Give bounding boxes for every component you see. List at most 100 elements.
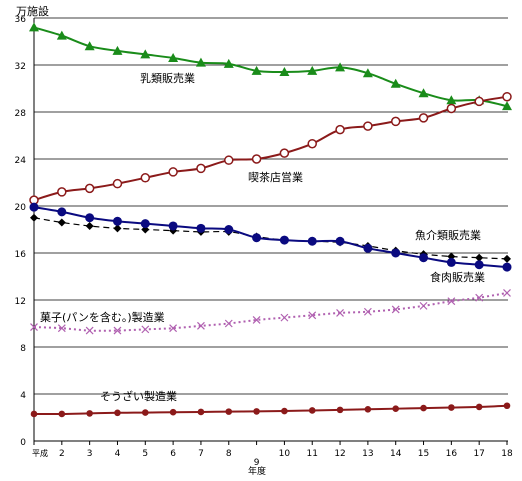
data-point-triangle xyxy=(140,49,151,59)
data-point-circle xyxy=(57,187,67,197)
data-point-circle xyxy=(112,178,123,189)
series-label: そうざい製造業 xyxy=(100,389,177,403)
data-point-circle xyxy=(474,260,484,270)
data-point-circle xyxy=(475,403,483,411)
x-tick-label: 10 xyxy=(279,449,291,459)
data-point-triangle xyxy=(418,88,429,98)
series-label: 喫茶店営業 xyxy=(248,170,303,184)
data-point-triangle xyxy=(112,45,123,55)
data-point-circle xyxy=(335,236,345,246)
data-point-circle xyxy=(169,408,177,416)
x-tick-label: 13 xyxy=(362,449,373,459)
series-1 xyxy=(29,22,512,111)
data-point-circle xyxy=(30,410,38,418)
series-line xyxy=(33,404,508,416)
series-4 xyxy=(29,202,512,272)
data-point-triangle xyxy=(502,101,512,111)
data-point-triangle xyxy=(279,67,290,77)
series-2 xyxy=(29,91,512,205)
data-point-triangle xyxy=(56,30,67,40)
data-point-x xyxy=(419,301,428,310)
data-point-circle xyxy=(279,148,290,158)
data-point-circle xyxy=(224,155,234,165)
x-tick-label: 3 xyxy=(87,449,93,459)
data-point-triangle xyxy=(362,68,373,78)
x-tick-label: 2 xyxy=(59,449,65,459)
data-point-circle xyxy=(168,221,178,231)
data-point-triangle xyxy=(307,65,318,75)
y-tick-label: 24 xyxy=(15,156,27,166)
x-tick-label: 17 xyxy=(473,449,484,459)
data-point-circle xyxy=(140,219,150,229)
x-tick-label: 9 xyxy=(254,458,260,468)
data-point-circle xyxy=(503,402,511,410)
series-line xyxy=(33,26,508,108)
x-tick-label: 4 xyxy=(115,449,121,459)
data-point-circle xyxy=(448,404,455,411)
y-tick-label: 4 xyxy=(20,391,26,401)
data-point-diamond xyxy=(57,218,66,227)
data-point-circle xyxy=(307,138,317,149)
y-tick-label: 16 xyxy=(15,250,27,260)
data-point-circle xyxy=(392,405,400,412)
data-point-circle xyxy=(140,173,151,183)
data-point-circle xyxy=(279,235,289,245)
data-point-x xyxy=(280,313,289,322)
data-point-x xyxy=(30,323,38,331)
axes xyxy=(33,18,508,445)
x-tick-label: 平成 xyxy=(32,448,48,458)
data-point-diamond xyxy=(85,221,94,230)
data-point-x xyxy=(503,289,511,297)
data-point-circle xyxy=(364,405,372,413)
data-point-circle xyxy=(502,262,512,272)
data-point-diamond xyxy=(30,213,38,222)
data-point-circle xyxy=(308,407,316,414)
data-point-x xyxy=(447,297,456,306)
x-tick-label: 14 xyxy=(390,449,402,459)
grid-lines xyxy=(34,17,508,395)
data-point-circle xyxy=(419,253,429,263)
series-label: 菓子(パンを含む。)製造業 xyxy=(40,310,165,324)
data-point-circle xyxy=(474,96,484,107)
data-point-circle xyxy=(363,121,373,131)
data-point-x xyxy=(197,321,205,330)
data-point-circle xyxy=(58,410,66,418)
data-point-circle xyxy=(390,116,401,127)
y-tick-label: 32 xyxy=(15,62,26,72)
data-point-circle xyxy=(224,225,234,234)
y-tick-label: 20 xyxy=(15,203,27,213)
data-point-circle xyxy=(252,233,262,243)
data-point-circle xyxy=(418,113,429,123)
data-point-circle xyxy=(251,154,262,164)
x-tick-label: 7 xyxy=(198,449,204,459)
data-point-circle xyxy=(335,124,345,135)
y-unit-label: 万施設 xyxy=(16,4,49,18)
data-point-triangle xyxy=(29,22,39,32)
data-point-circle xyxy=(502,91,512,102)
data-point-diamond xyxy=(503,254,511,263)
data-point-x xyxy=(252,316,261,324)
x-tick-label: 5 xyxy=(142,449,148,459)
data-point-triangle xyxy=(223,58,234,68)
data-point-triangle xyxy=(195,57,206,67)
data-point-circle xyxy=(307,236,317,246)
data-point-circle xyxy=(391,248,401,258)
series-6 xyxy=(30,402,511,418)
x-tick-label: 8 xyxy=(226,449,232,459)
data-point-x xyxy=(57,324,66,333)
x-tick-label: 15 xyxy=(418,449,429,459)
data-point-circle xyxy=(363,243,373,253)
data-point-circle xyxy=(29,202,39,212)
data-point-diamond xyxy=(113,224,122,233)
data-point-triangle xyxy=(446,95,457,105)
data-point-circle xyxy=(253,408,260,415)
x-tick-label: 16 xyxy=(446,449,458,459)
series-label: 乳類販売業 xyxy=(140,72,195,85)
data-point-circle xyxy=(168,167,178,177)
data-point-circle xyxy=(196,223,206,233)
x-tick-labels: 平成 2 3 4 5 6 7 8 9 10 11 12 13 14 15 16 17 18 xyxy=(32,448,513,468)
x-tick-label: 18 xyxy=(501,449,513,459)
x-tick-label: 12 xyxy=(334,449,345,459)
data-point-circle xyxy=(225,408,233,415)
